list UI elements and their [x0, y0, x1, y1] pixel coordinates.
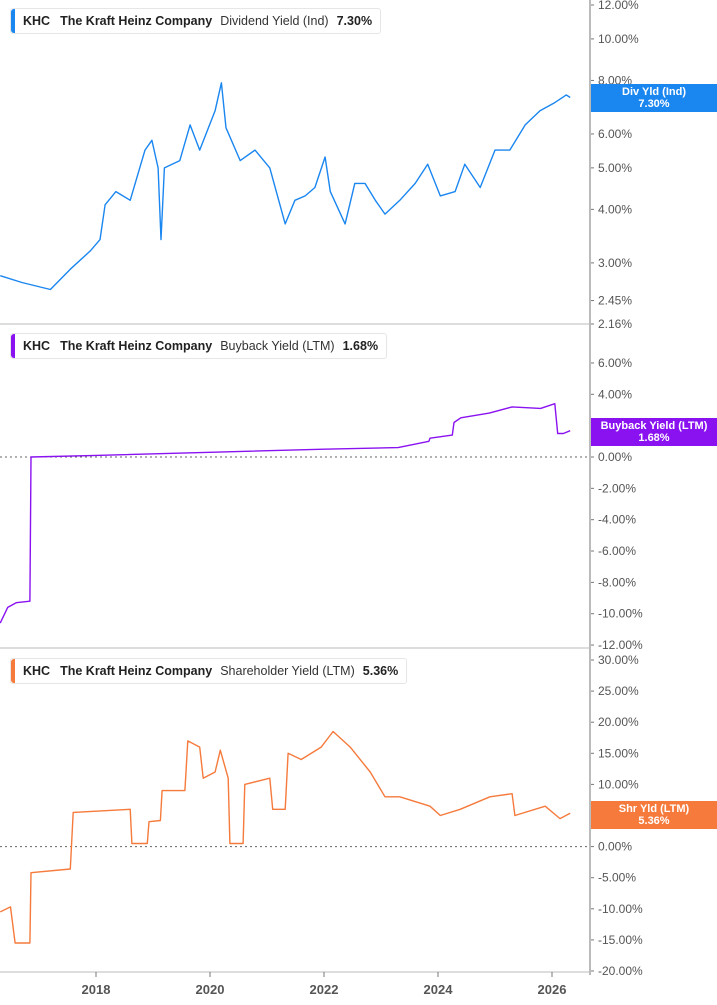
legend-value: 1.68%	[342, 339, 379, 353]
y-tick-label: -15.00%	[598, 933, 643, 947]
tag-label: Buyback Yield (LTM)	[600, 420, 708, 432]
y-tick-label: 8.00%	[598, 73, 632, 87]
tag-value: 1.68%	[638, 432, 670, 444]
x-tick-label: 2026	[538, 982, 567, 997]
legend-value: 5.36%	[362, 664, 399, 678]
y-tick-label: 25.00%	[598, 684, 639, 698]
y-tick-label: 0.00%	[598, 450, 632, 464]
y-tick-label: 5.00%	[598, 161, 632, 175]
y-tick-label: -12.00%	[598, 638, 643, 652]
current-value-tag-buyback: Buyback Yield (LTM) 1.68%	[591, 418, 717, 446]
y-tick-label: 10.00%	[598, 777, 639, 791]
y-tick-label: 6.00%	[598, 356, 632, 370]
y-tick-label: 6.00%	[598, 127, 632, 141]
x-tick-label: 2022	[310, 982, 339, 997]
y-tick-label: 2.16%	[598, 317, 632, 331]
y-tick-label: 0.00%	[598, 840, 632, 854]
legend-company: The Kraft Heinz Company	[60, 14, 213, 28]
panel-1: 12.00%10.00%8.00%7.00%6.00%5.00%4.00%3.0…	[0, 0, 639, 331]
panel-2: 6.00% 4.00% 0.00% -2.00% -4.00% -6.00% -8.00% -…	[0, 356, 643, 652]
y-tick-label: 4.00%	[598, 387, 632, 401]
current-value-tag-dividend: Div Yld (Ind) 7.30%	[591, 84, 717, 112]
legend-company: The Kraft Heinz Company	[60, 339, 213, 353]
legend-company: The Kraft Heinz Company	[60, 664, 213, 678]
legend-metric: Buyback Yield (LTM)	[220, 339, 335, 353]
y-tick-label: 15.00%	[598, 746, 639, 760]
y-tick-label: -6.00%	[598, 544, 636, 558]
current-value-tag-shareholder: Shr Yld (LTM) 5.36%	[591, 801, 717, 829]
tag-label: Shr Yld (LTM)	[618, 803, 690, 815]
x-tick-label: 2020	[196, 982, 225, 997]
legend-value: 7.30%	[336, 14, 373, 28]
series-line-1	[0, 82, 571, 291]
y-tick-label: 30.00%	[598, 653, 639, 667]
panel-3: 30.00%25.00%20.00%15.00%10.00%5.00%0.00%…	[0, 653, 643, 978]
y-tick-label: -20.00%	[598, 964, 643, 978]
y-tick-label: -10.00%	[598, 902, 643, 916]
legend-metric: Shareholder Yield (LTM)	[220, 664, 355, 678]
legend-color-bar	[11, 334, 15, 358]
series-line-3	[0, 730, 571, 944]
y-tick-label: 2.45%	[598, 294, 632, 308]
legend-ticker: KHC	[23, 339, 51, 353]
tag-value: 7.30%	[638, 98, 670, 110]
series-line-2	[0, 403, 571, 624]
tag-label: Div Yld (Ind)	[622, 86, 686, 98]
y-tick-label: 3.00%	[598, 256, 632, 270]
y-tick-label: -10.00%	[598, 607, 643, 621]
legend-color-bar	[11, 9, 15, 33]
legend-ticker: KHC	[23, 14, 51, 28]
legend-color-bar	[11, 659, 15, 683]
y-tick-label: -5.00%	[598, 871, 636, 885]
x-tick-label: 2024	[424, 982, 454, 997]
legend-buyback-yield: KHC The Kraft Heinz Company Buyback Yiel…	[10, 333, 388, 359]
legend-dividend-yield: KHC The Kraft Heinz Company Dividend Yie…	[10, 8, 382, 34]
y-tick-label: -8.00%	[598, 575, 636, 589]
legend-metric: Dividend Yield (Ind)	[220, 14, 329, 28]
legend-shareholder-yield: KHC The Kraft Heinz Company Shareholder …	[10, 658, 408, 684]
y-tick-label: 10.00%	[598, 32, 639, 46]
y-tick-label: 20.00%	[598, 715, 639, 729]
y-tick-label: 4.00%	[598, 202, 632, 216]
legend-ticker: KHC	[23, 664, 51, 678]
x-tick-label: 2018	[82, 982, 111, 997]
tag-value: 5.36%	[638, 815, 670, 827]
y-tick-label: -4.00%	[598, 513, 636, 527]
y-tick-label: -2.00%	[598, 481, 636, 495]
y-tick-label: 12.00%	[598, 0, 639, 12]
